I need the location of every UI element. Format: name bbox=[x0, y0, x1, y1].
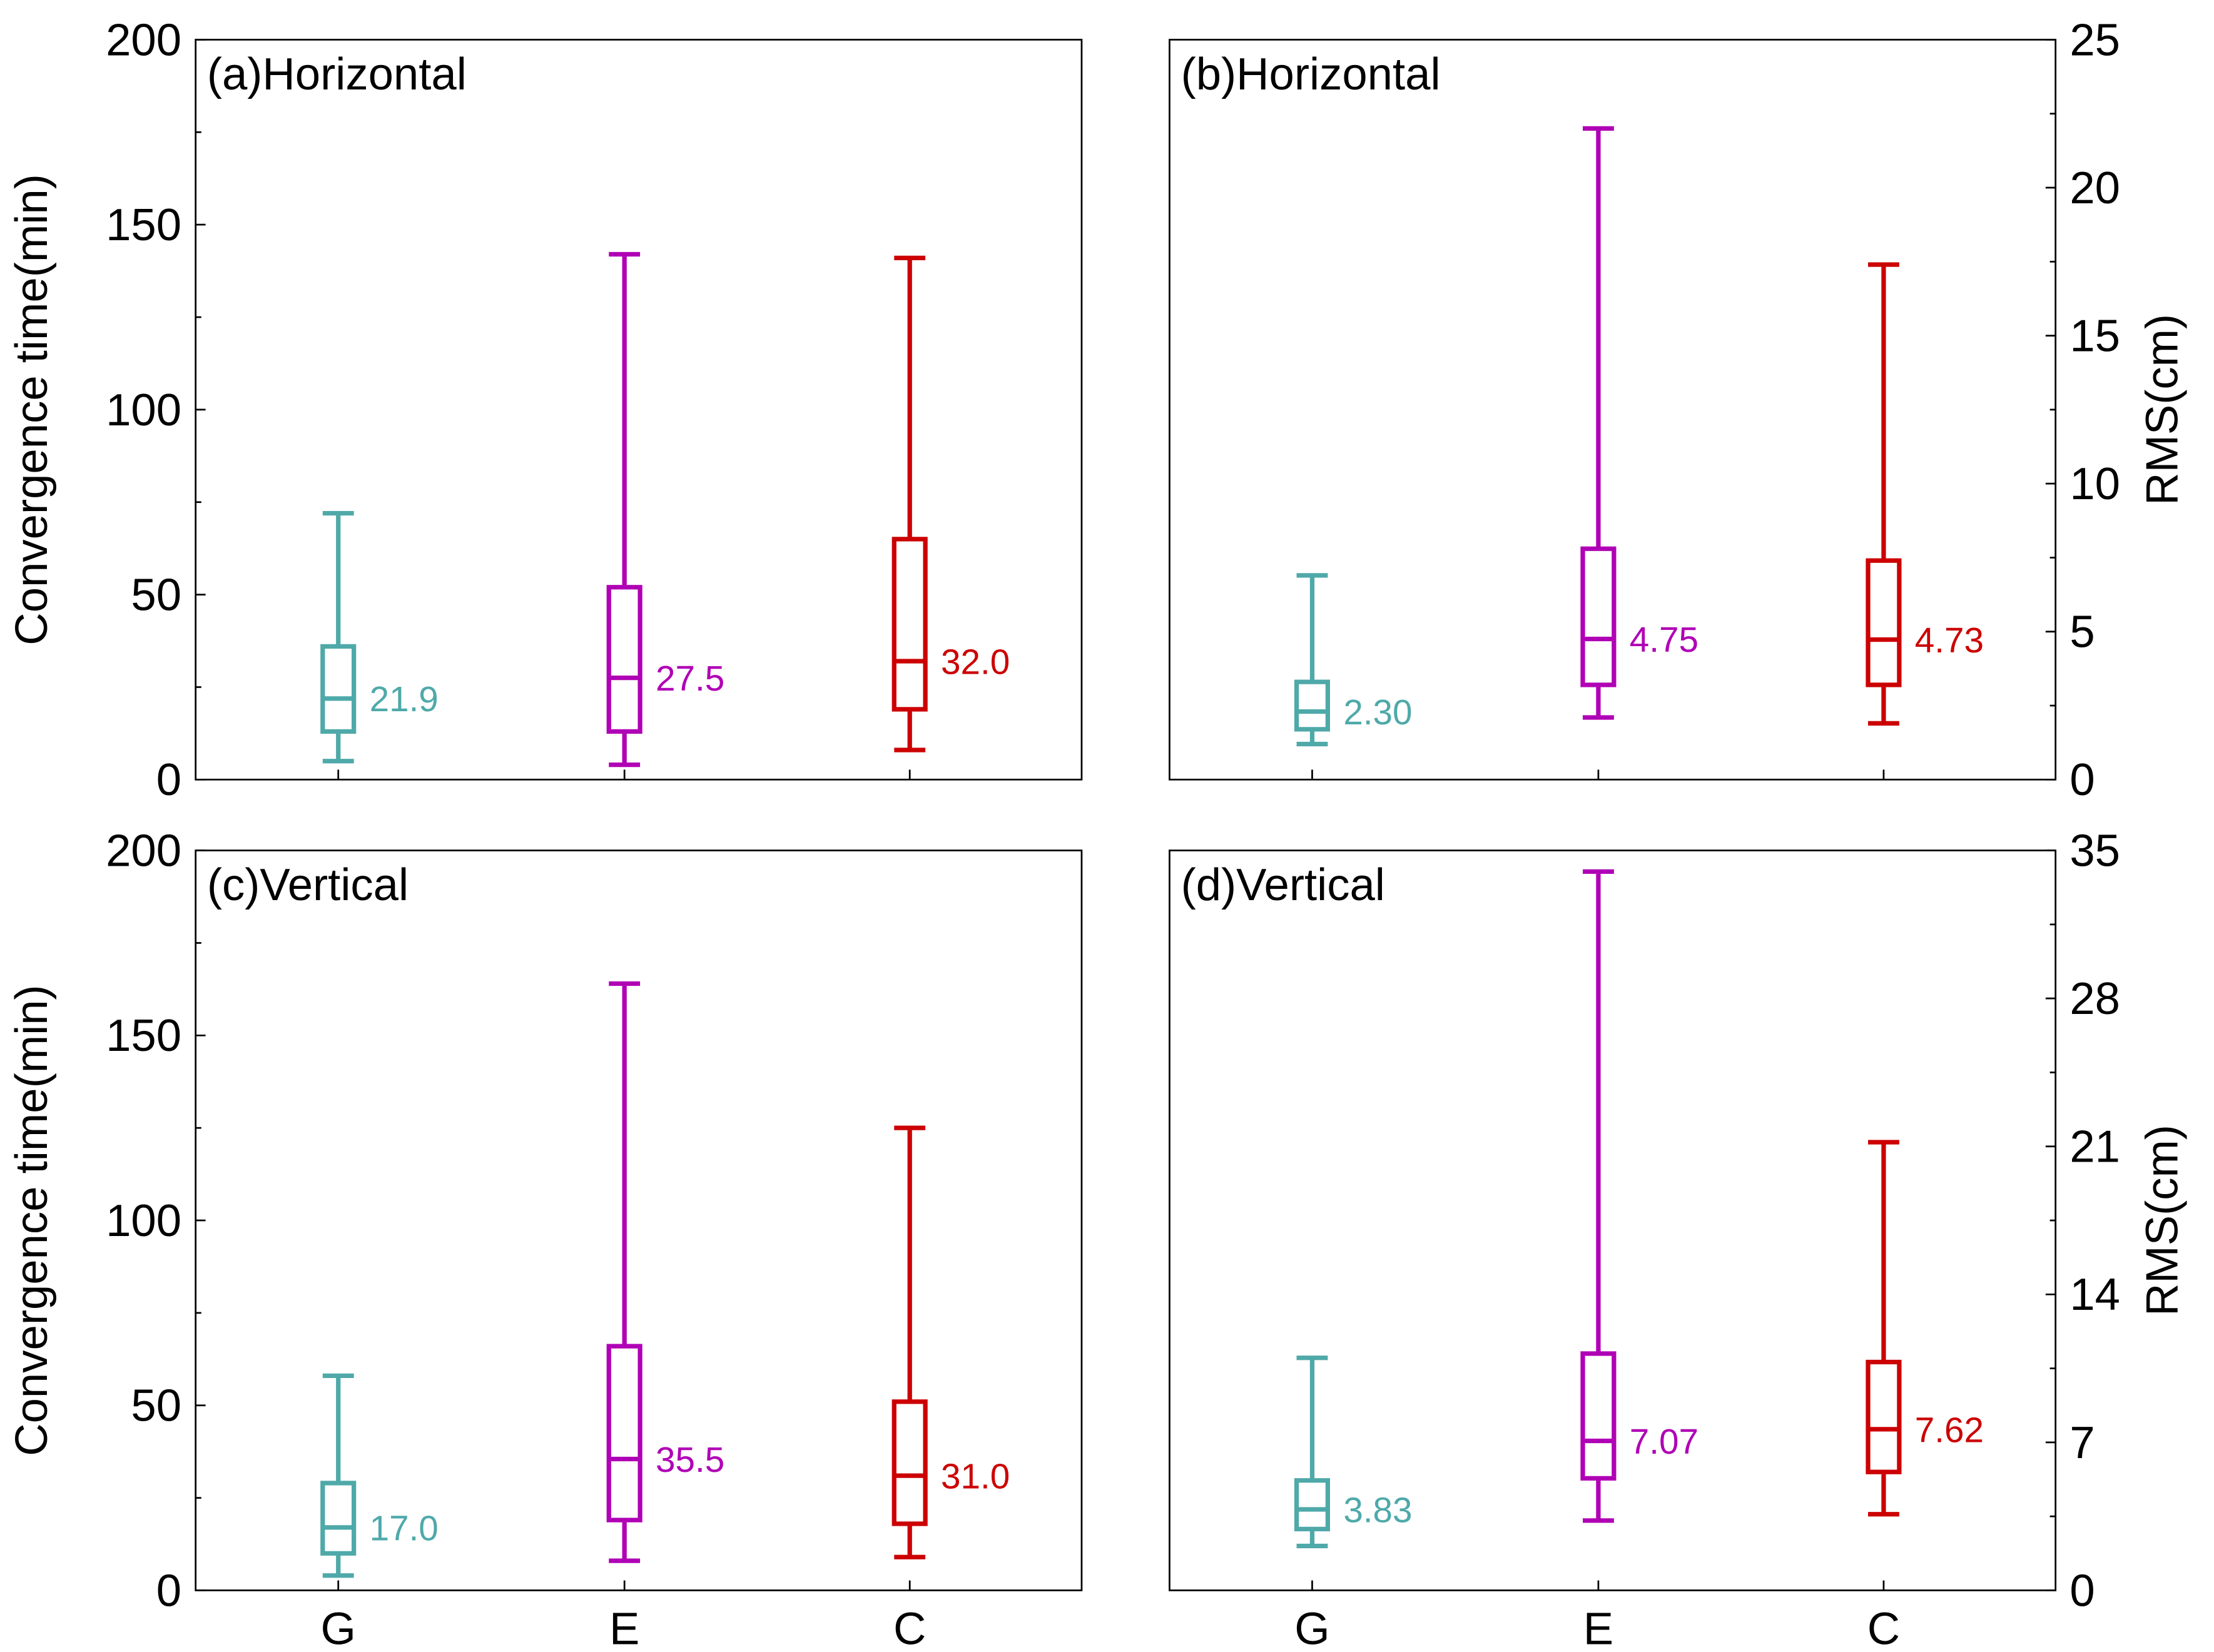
median-data-label: 4.73 bbox=[1915, 621, 1984, 661]
y-tick-label: 150 bbox=[106, 200, 181, 250]
box-G bbox=[320, 1373, 357, 1578]
box-G bbox=[1294, 573, 1331, 747]
x-tick-label: E bbox=[1583, 1604, 1613, 1652]
median-data-label: 2.30 bbox=[1343, 693, 1412, 732]
y-tick-label: 35 bbox=[2069, 826, 2120, 876]
panel-label: (d)Vertical bbox=[1181, 859, 1385, 910]
iqr-box bbox=[891, 537, 928, 712]
iqr-box bbox=[320, 644, 357, 734]
y-tick-label: 50 bbox=[131, 1381, 181, 1431]
box-E bbox=[606, 251, 642, 768]
box-E bbox=[1580, 126, 1617, 720]
y-tick-label: 21 bbox=[2069, 1122, 2120, 1172]
box-C bbox=[891, 1125, 928, 1559]
panel-label: (b)Horizontal bbox=[1181, 49, 1441, 99]
y-tick-label: 0 bbox=[156, 754, 181, 805]
y-tick-label: 100 bbox=[106, 385, 181, 435]
median-data-label: 4.75 bbox=[1630, 621, 1699, 660]
y-tick-label: 7 bbox=[2069, 1417, 2095, 1468]
iqr-box bbox=[606, 1344, 642, 1523]
panel-c: 0 50 100 150 200 Convergence time(min) (c)Vert… bbox=[6, 826, 1083, 1652]
median-data-label: 35.5 bbox=[656, 1441, 724, 1480]
panel-a: 0 50 100 150 200 Convergence time(min) (a)Hori… bbox=[6, 14, 1083, 805]
y-axis-label: RMS(cm) bbox=[2137, 1125, 2188, 1316]
y-tick-label: 20 bbox=[2069, 163, 2120, 213]
box-C bbox=[891, 255, 928, 753]
iqr-box bbox=[1866, 558, 1902, 687]
iqr-box bbox=[320, 1481, 357, 1556]
median-data-label: 27.5 bbox=[656, 659, 724, 699]
box-E bbox=[1580, 869, 1617, 1523]
median-data-label: 7.62 bbox=[1915, 1411, 1984, 1450]
iqr-box bbox=[606, 585, 642, 734]
y-tick-label: 150 bbox=[106, 1010, 181, 1061]
box-E bbox=[606, 981, 642, 1563]
median-data-label: 21.9 bbox=[370, 680, 439, 719]
iqr-box bbox=[1866, 1359, 1902, 1474]
iqr-box bbox=[1294, 679, 1331, 732]
x-tick-label: C bbox=[893, 1604, 926, 1652]
box-G bbox=[1294, 1356, 1331, 1549]
panel-label: (a)Horizontal bbox=[207, 49, 467, 99]
panel-d: 0 7 14 21 28 35 RMS(cm) (d)Vertical G E C 3.83 7.07 7… bbox=[1169, 826, 2188, 1652]
y-tick-label: 10 bbox=[2069, 459, 2120, 509]
y-axis-label: RMS(cm) bbox=[2137, 314, 2188, 505]
y-axis-label: Convergence time(min) bbox=[6, 985, 57, 1456]
y-tick-label: 200 bbox=[106, 826, 181, 876]
panel-b: 0 5 10 15 20 25 RMS(cm) (b)Horizontal 2.30 4.75 4.… bbox=[1169, 14, 2188, 805]
y-axis-label: Convergence time(min) bbox=[6, 174, 57, 645]
y-tick-label: 0 bbox=[2069, 754, 2095, 805]
y-tick-label: 200 bbox=[106, 14, 181, 65]
y-tick-label: 25 bbox=[2069, 14, 2120, 65]
median-data-label: 17.0 bbox=[370, 1509, 439, 1548]
median-data-label: 31.0 bbox=[941, 1457, 1010, 1497]
y-tick-label: 15 bbox=[2069, 311, 2120, 362]
y-tick-label: 50 bbox=[131, 570, 181, 621]
x-tick-label: G bbox=[1294, 1604, 1329, 1652]
y-tick-label: 14 bbox=[2069, 1269, 2120, 1320]
median-data-label: 32.0 bbox=[941, 642, 1010, 682]
x-tick-label: G bbox=[321, 1604, 356, 1652]
median-data-label: 7.07 bbox=[1630, 1422, 1699, 1462]
box-C bbox=[1866, 1140, 1902, 1517]
iqr-box bbox=[1294, 1478, 1331, 1532]
iqr-box bbox=[1580, 546, 1617, 687]
y-tick-label: 0 bbox=[2069, 1565, 2095, 1616]
box-G bbox=[320, 510, 357, 764]
x-tick-label: C bbox=[1867, 1604, 1900, 1652]
x-tick-label: E bbox=[609, 1604, 639, 1652]
iqr-box bbox=[1580, 1351, 1617, 1481]
median-data-label: 3.83 bbox=[1343, 1491, 1412, 1530]
y-tick-label: 0 bbox=[156, 1565, 181, 1616]
y-tick-label: 5 bbox=[2069, 607, 2095, 657]
panel-label: (c)Vertical bbox=[207, 859, 409, 910]
y-tick-label: 100 bbox=[106, 1195, 181, 1246]
box-C bbox=[1866, 262, 1902, 726]
y-tick-label: 28 bbox=[2069, 973, 2120, 1024]
iqr-box bbox=[891, 1399, 928, 1526]
